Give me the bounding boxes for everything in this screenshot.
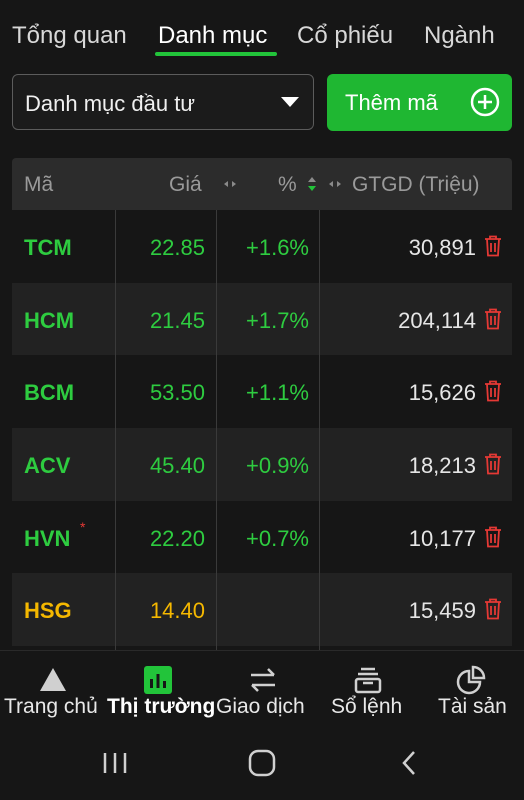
trash-icon[interactable] xyxy=(484,308,502,330)
pie-chart-icon xyxy=(456,665,486,695)
trash-icon[interactable] xyxy=(484,453,502,475)
symbol-price: 21.45 xyxy=(149,307,205,333)
nav-orders[interactable]: Sổ lệnh xyxy=(315,651,420,727)
nav-trade[interactable]: Giao dịch xyxy=(210,651,315,727)
home-icon[interactable] xyxy=(244,748,280,778)
recent-apps-icon[interactable] xyxy=(97,748,133,778)
active-tab-indicator xyxy=(155,52,277,56)
symbol-trading-value: 204,114 xyxy=(398,307,476,333)
symbol-code: BCM xyxy=(24,380,75,406)
table-row[interactable]: TCM 22.85 +1.6% 30,891 xyxy=(12,210,512,283)
symbol-trading-value: 30,891 xyxy=(408,235,476,260)
tab-overview[interactable]: Tổng quan xyxy=(12,22,127,49)
nav-home-label: Trang chủ xyxy=(4,695,98,718)
symbol-code: HCM xyxy=(24,307,75,333)
caret-down-icon xyxy=(281,97,299,107)
table-row[interactable]: HVN * 22.20 +0.7% 10,177 xyxy=(12,501,512,574)
star-flag-icon: * xyxy=(80,518,86,535)
symbol-change-percent: +0.7% xyxy=(246,525,309,551)
symbol-code: HSG xyxy=(24,598,72,624)
header-trading-value[interactable]: GTGD (Triệu) xyxy=(352,173,480,196)
add-symbol-label: Thêm mã xyxy=(345,90,438,115)
symbol-trading-value: 18,213 xyxy=(408,453,476,479)
header-code[interactable]: Mã xyxy=(24,173,54,196)
bar-chart-icon xyxy=(144,666,172,694)
table-row[interactable]: HSG 14.40 15,459 xyxy=(12,573,512,647)
tab-watchlist[interactable]: Danh mục xyxy=(158,22,268,49)
trash-icon[interactable] xyxy=(484,526,502,548)
bottom-nav: Trang chủ Thị trường Giao dịch Sổ lệnh T… xyxy=(0,650,524,727)
symbol-code: ACV xyxy=(24,453,71,479)
nav-market-label: Thị trường xyxy=(107,695,216,718)
column-divider xyxy=(216,210,217,650)
triangle-home-icon xyxy=(40,668,66,691)
trash-icon[interactable] xyxy=(484,235,502,257)
symbol-change-percent: +0.9% xyxy=(246,453,309,479)
symbol-change-percent: +1.7% xyxy=(246,307,309,333)
watchlist-select[interactable]: Danh mục đầu tư xyxy=(12,74,314,130)
symbol-price: 14.40 xyxy=(149,598,205,624)
nav-assets[interactable]: Tài sản xyxy=(420,651,524,727)
sort-vertical-icon[interactable] xyxy=(305,176,319,192)
watchlist-table: TCM 22.85 +1.6% 30,891 HCM 21.45 +1.7% 2… xyxy=(12,210,512,647)
watchlist-select-value: Danh mục đầu tư xyxy=(25,91,196,116)
tab-stocks[interactable]: Cổ phiếu xyxy=(297,22,394,49)
symbol-price: 22.85 xyxy=(149,235,205,260)
symbol-change-percent: +1.1% xyxy=(246,380,309,406)
column-divider xyxy=(319,210,320,650)
table-row[interactable]: HCM 21.45 +1.7% 204,114 xyxy=(12,282,512,356)
trash-icon[interactable] xyxy=(484,598,502,620)
symbol-code: HVN xyxy=(24,525,71,551)
nav-trade-label: Giao dịch xyxy=(216,695,305,718)
symbol-price: 53.50 xyxy=(149,380,205,406)
table-header: Mã Giá % GTGD (Triệu) xyxy=(12,158,512,210)
nav-orders-label: Sổ lệnh xyxy=(331,695,403,718)
symbol-price: 22.20 xyxy=(149,525,205,551)
nav-assets-label: Tài sản xyxy=(438,695,507,718)
symbol-trading-value: 15,626 xyxy=(408,380,476,406)
swap-arrows-icon xyxy=(251,668,275,692)
symbol-trading-value: 15,459 xyxy=(408,598,476,624)
symbol-trading-value: 10,177 xyxy=(408,525,476,551)
sort-horizontal-icon[interactable] xyxy=(328,178,342,190)
tab-sectors[interactable]: Ngành xyxy=(424,22,495,49)
sort-horizontal-icon[interactable] xyxy=(223,178,237,190)
order-book-icon xyxy=(354,667,382,694)
nav-home[interactable]: Trang chủ xyxy=(0,651,105,727)
header-percent[interactable]: % xyxy=(278,173,297,196)
plus-circle-icon xyxy=(470,87,500,117)
add-symbol-button[interactable]: Thêm mã xyxy=(327,74,512,131)
system-nav-bar xyxy=(0,726,524,800)
symbol-code: TCM xyxy=(24,235,72,260)
nav-market[interactable]: Thị trường xyxy=(105,651,215,727)
column-divider xyxy=(115,210,116,650)
table-row[interactable]: ACV 45.40 +0.9% 18,213 xyxy=(12,428,512,501)
table-row[interactable]: BCM 53.50 +1.1% 15,626 xyxy=(12,355,512,428)
back-icon[interactable] xyxy=(392,748,428,778)
trash-icon[interactable] xyxy=(484,380,502,402)
symbol-price: 45.40 xyxy=(149,453,205,479)
symbol-change-percent: +1.6% xyxy=(246,235,309,260)
header-price[interactable]: Giá xyxy=(169,173,202,196)
market-tabs: Tổng quan Danh mục Cổ phiếu Ngành xyxy=(0,0,524,64)
